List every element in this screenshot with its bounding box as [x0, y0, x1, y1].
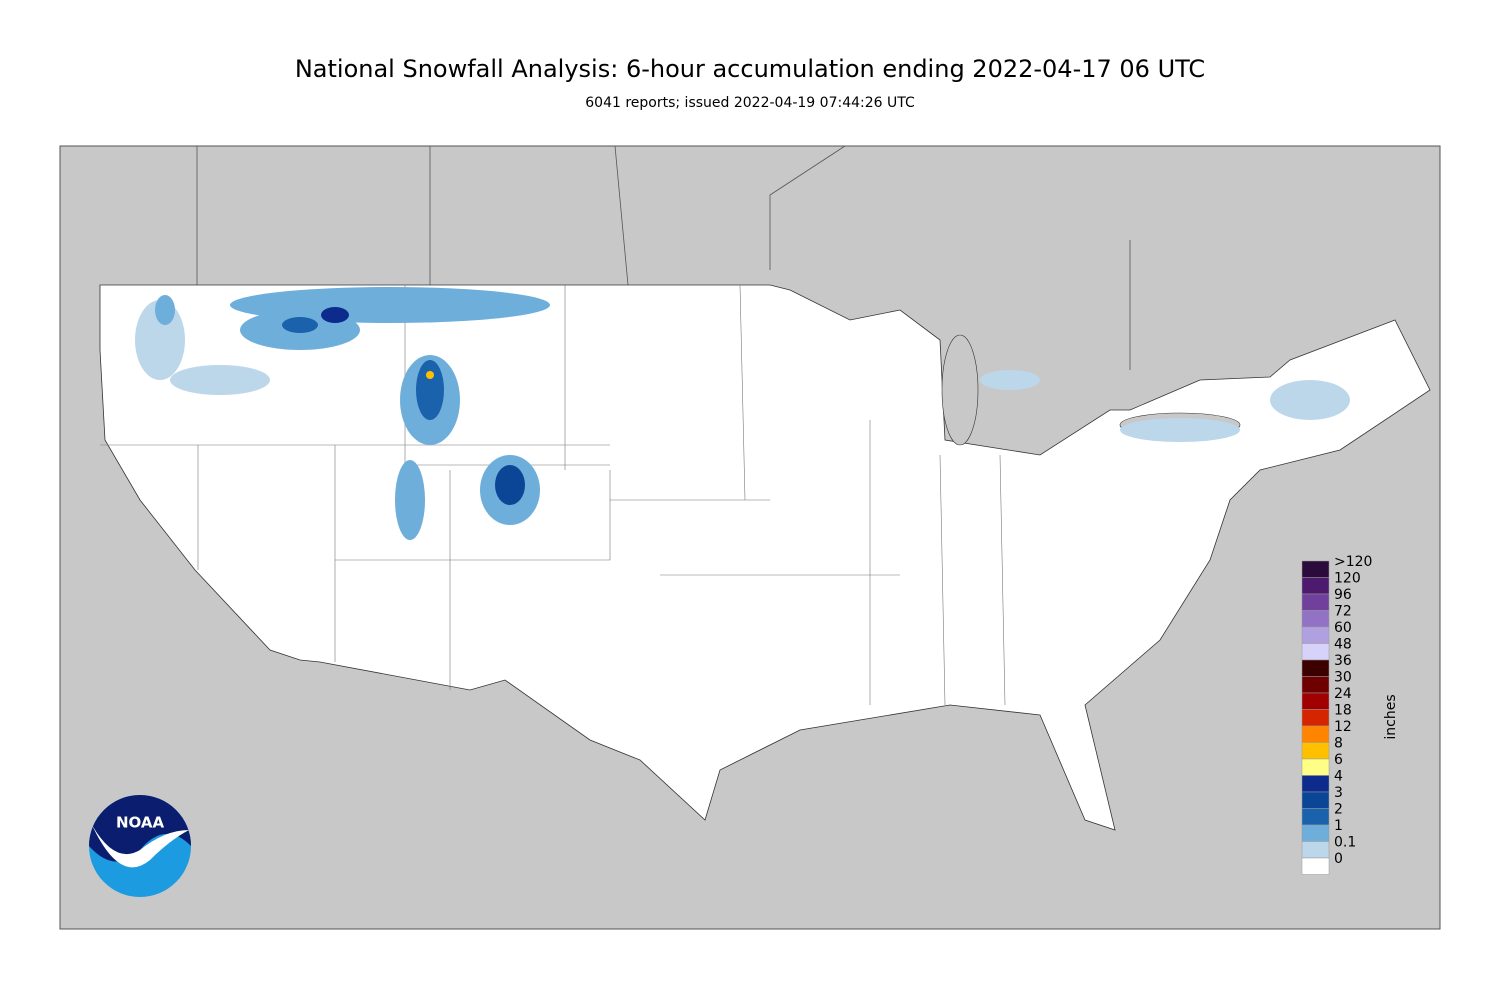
- legend-title: inches: [1383, 694, 1399, 739]
- legend-label: 18: [1334, 703, 1352, 719]
- snowfall: [135, 287, 1350, 540]
- legend-swatch: [1301, 725, 1330, 743]
- legend-label: 3: [1334, 785, 1343, 801]
- legend-label: 60: [1334, 620, 1352, 636]
- legend: inches >1201209672604836302418128643210.…: [1301, 554, 1399, 875]
- legend-label: 2: [1334, 802, 1343, 818]
- legend-swatch: [1301, 742, 1330, 760]
- lake: [941, 334, 979, 446]
- title: National Snowfall Analysis: 6-hour accum…: [295, 55, 1205, 83]
- legend-label: 48: [1334, 637, 1352, 653]
- legend-swatch: [1301, 659, 1330, 677]
- legend-label: 8: [1334, 736, 1343, 752]
- legend-swatch: [1301, 626, 1330, 644]
- legend-label: 36: [1334, 653, 1352, 669]
- legend-label: 4: [1334, 769, 1343, 785]
- border-lines: [196, 145, 1131, 370]
- legend-label: 120: [1334, 571, 1361, 587]
- legend-swatch: [1301, 824, 1330, 842]
- legend-swatch: [1301, 692, 1330, 710]
- legend-label: 72: [1334, 604, 1352, 620]
- legend-swatch: [1301, 577, 1330, 595]
- legend-swatch: [1301, 593, 1330, 611]
- legend-label: 24: [1334, 686, 1352, 702]
- legend-swatch: [1301, 643, 1330, 661]
- legend-label: 96: [1334, 587, 1352, 603]
- legend-swatch: [1301, 560, 1330, 578]
- legend-swatch: [1301, 857, 1330, 875]
- legend-label: 6: [1334, 752, 1343, 768]
- legend-swatch: [1301, 676, 1330, 694]
- legend-label: 30: [1334, 670, 1352, 686]
- legend-label: 12: [1334, 719, 1352, 735]
- legend-swatch: [1301, 808, 1330, 826]
- legend-swatch: [1301, 758, 1330, 776]
- subtitle: 6041 reports; issued 2022-04-19 07:44:26…: [585, 95, 915, 111]
- legend-swatch: [1301, 709, 1330, 727]
- legend-swatch: [1301, 791, 1330, 809]
- legend-swatch: [1301, 610, 1330, 628]
- legend-label: 0.1: [1334, 835, 1356, 851]
- map: [59, 145, 1441, 930]
- legend-swatch: [1301, 775, 1330, 793]
- logo-text: NOAA: [116, 814, 165, 832]
- legend-label: 0: [1334, 851, 1343, 867]
- legend-label: >120: [1334, 554, 1372, 570]
- legend-swatch: [1301, 841, 1330, 859]
- noaa-logo: NOAA: [89, 795, 191, 897]
- legend-label: 1: [1334, 818, 1343, 834]
